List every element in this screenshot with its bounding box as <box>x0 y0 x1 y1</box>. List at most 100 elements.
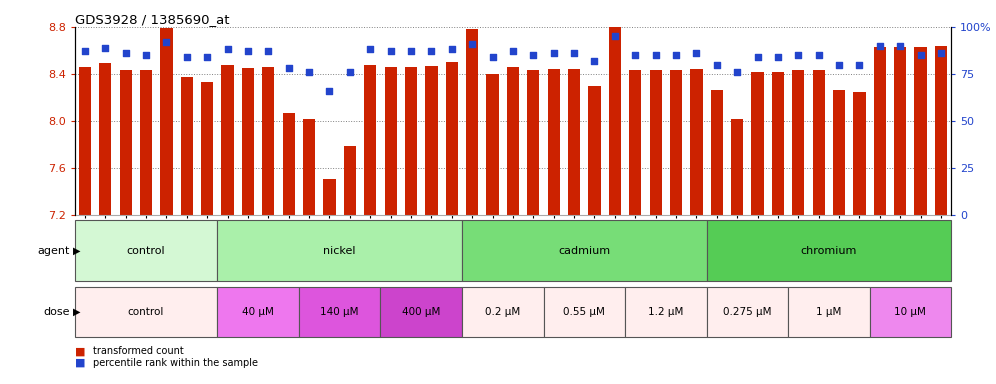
Text: 0.55 μM: 0.55 μM <box>564 307 606 317</box>
Bar <box>262 67 275 215</box>
Text: ▶: ▶ <box>73 307 81 317</box>
Bar <box>180 78 193 215</box>
Bar <box>833 90 846 215</box>
Bar <box>854 91 866 215</box>
Bar <box>380 287 462 337</box>
Text: dose: dose <box>43 307 70 317</box>
Text: control: control <box>127 307 164 317</box>
Bar <box>466 29 478 215</box>
Bar <box>242 68 254 215</box>
Point <box>872 43 887 49</box>
Bar <box>813 70 825 215</box>
Bar <box>507 67 519 215</box>
Point <box>627 52 643 58</box>
Text: ■: ■ <box>75 358 86 368</box>
Text: transformed count: transformed count <box>93 346 183 356</box>
Bar <box>731 119 743 215</box>
Point <box>831 61 847 68</box>
Bar <box>625 287 706 337</box>
Bar <box>445 62 458 215</box>
Text: 40 μM: 40 μM <box>242 307 274 317</box>
Bar <box>690 69 702 215</box>
Bar <box>75 220 217 281</box>
Bar <box>486 74 499 215</box>
Bar <box>870 287 951 337</box>
Bar <box>283 113 295 215</box>
Bar <box>100 63 112 215</box>
Point <box>566 50 582 56</box>
Point <box>301 69 317 75</box>
Bar <box>914 47 926 215</box>
Point <box>382 48 398 55</box>
Point <box>219 46 235 53</box>
Text: 400 μM: 400 μM <box>402 307 440 317</box>
Bar <box>365 65 376 215</box>
Bar <box>609 10 621 215</box>
Bar <box>670 70 682 215</box>
Bar <box>711 90 723 215</box>
Point <box>138 52 154 58</box>
Point <box>668 52 684 58</box>
Point <box>179 54 195 60</box>
Text: control: control <box>126 245 165 256</box>
Text: GDS3928 / 1385690_at: GDS3928 / 1385690_at <box>75 13 229 26</box>
Bar <box>384 67 396 215</box>
Point <box>77 48 93 55</box>
Bar <box>706 287 788 337</box>
Point <box>423 48 439 55</box>
Point <box>342 69 358 75</box>
Bar <box>201 82 213 215</box>
Point <box>240 48 256 55</box>
Point <box>750 54 766 60</box>
Point <box>546 50 562 56</box>
Bar <box>649 70 661 215</box>
Point <box>709 61 725 68</box>
Point <box>933 50 949 56</box>
Bar <box>425 66 437 215</box>
Point <box>688 50 704 56</box>
Point <box>791 52 807 58</box>
Bar <box>75 287 217 337</box>
Point <box>260 48 276 55</box>
Point <box>281 65 297 71</box>
Bar <box>303 119 315 215</box>
Text: ▶: ▶ <box>73 245 81 256</box>
Bar <box>873 47 886 215</box>
Bar <box>544 287 625 337</box>
Text: agent: agent <box>37 245 70 256</box>
Point <box>647 52 663 58</box>
Point <box>464 41 480 47</box>
Text: 0.275 μM: 0.275 μM <box>723 307 772 317</box>
Bar <box>894 47 906 215</box>
Text: nickel: nickel <box>324 245 356 256</box>
Bar <box>629 70 641 215</box>
Text: 0.2 μM: 0.2 μM <box>485 307 520 317</box>
Text: ■: ■ <box>75 346 86 356</box>
Bar <box>548 69 560 215</box>
Point <box>587 58 603 64</box>
Point <box>912 52 928 58</box>
Bar <box>405 67 417 215</box>
Point <box>770 54 786 60</box>
Bar <box>462 220 706 281</box>
Point <box>158 39 174 45</box>
Bar <box>344 146 356 215</box>
Text: 1 μM: 1 μM <box>816 307 842 317</box>
Text: 10 μM: 10 μM <box>894 307 926 317</box>
Point <box>525 52 541 58</box>
Bar <box>120 70 131 215</box>
Bar <box>299 287 380 337</box>
Bar <box>79 67 91 215</box>
Bar <box>462 287 544 337</box>
Bar <box>568 69 581 215</box>
Point <box>363 46 378 53</box>
Bar <box>589 86 601 215</box>
Bar <box>324 179 336 215</box>
Point <box>811 52 827 58</box>
Bar <box>139 70 152 215</box>
Bar <box>935 46 947 215</box>
Point <box>852 61 868 68</box>
Bar <box>217 220 462 281</box>
Bar <box>751 71 764 215</box>
Bar <box>527 70 540 215</box>
